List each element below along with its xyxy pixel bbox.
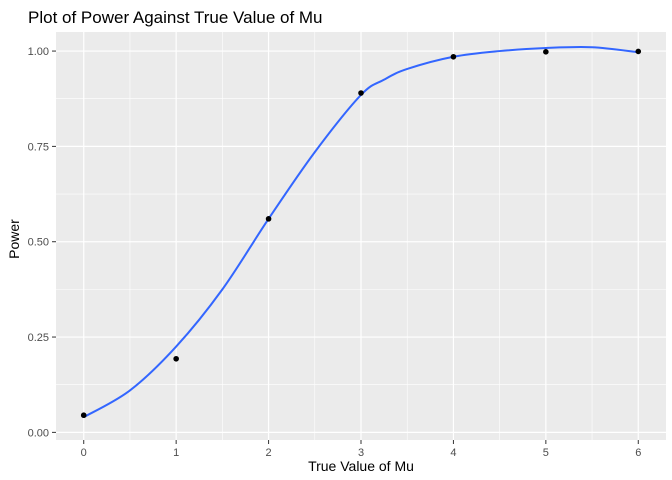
major-gridlines xyxy=(56,32,666,440)
x-tick-labels: 0 1 2 3 4 5 6 xyxy=(81,447,642,459)
data-point xyxy=(80,412,87,419)
data-point xyxy=(450,53,457,60)
x-tick-label: 4 xyxy=(450,447,456,459)
y-tick-label: 1.00 xyxy=(28,46,49,58)
chart-title: Plot of Power Against True Value of Mu xyxy=(28,8,323,27)
x-tick-label: 3 xyxy=(358,447,364,459)
data-points xyxy=(80,48,642,419)
x-tick-label: 0 xyxy=(81,447,87,459)
data-point xyxy=(358,90,364,96)
x-axis-title: True Value of Mu xyxy=(308,458,414,474)
x-tick-label: 1 xyxy=(173,447,179,459)
smooth-curve xyxy=(83,45,639,418)
data-point xyxy=(635,48,642,55)
axis-ticks xyxy=(52,50,639,444)
y-tick-label: 0.00 xyxy=(28,427,49,439)
y-axis-title: Power xyxy=(6,219,22,259)
y-tick-label: 0.25 xyxy=(28,332,49,344)
data-point xyxy=(173,355,179,362)
y-tick-labels: 0.00 0.25 0.50 0.75 1.00 xyxy=(28,46,49,439)
y-tick-label: 0.75 xyxy=(28,141,49,153)
data-point xyxy=(543,49,549,55)
data-point xyxy=(265,216,272,222)
x-tick-label: 6 xyxy=(635,447,641,459)
x-tick-label: 5 xyxy=(543,447,549,459)
y-tick-label: 0.50 xyxy=(28,237,49,249)
x-tick-label: 2 xyxy=(266,447,272,459)
